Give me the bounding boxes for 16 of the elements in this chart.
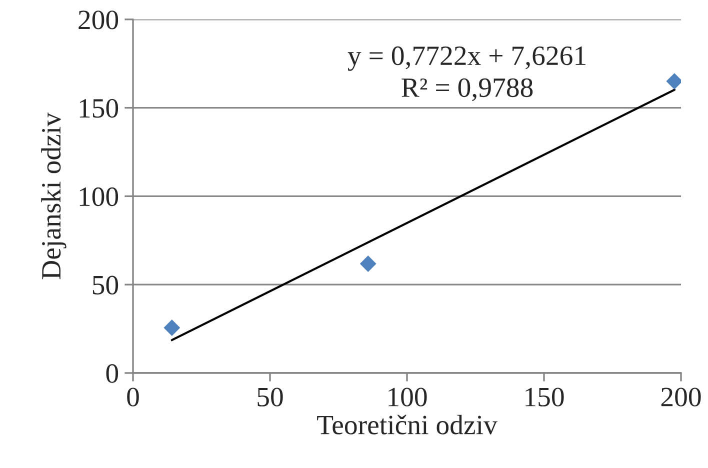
- x-tick-label: 100: [388, 388, 427, 406]
- annotation: y = 0,7722x + 7,6261: [348, 46, 586, 71]
- x-axis-title: Teoretični odziv: [317, 414, 498, 434]
- y-tick-label: 100: [80, 187, 118, 206]
- x-tick-label: 200: [661, 388, 701, 406]
- y-tick-label: 150: [80, 98, 118, 118]
- x-tick-label: 50: [258, 388, 283, 406]
- point: [360, 256, 376, 272]
- x-tick-label: 150: [526, 388, 564, 406]
- y-tick-label: 50: [92, 276, 118, 295]
- annotation: R² = 0,9788: [402, 78, 533, 102]
- y-axis-title: Dejanski odziv: [41, 112, 66, 280]
- x-tick-label: 0: [127, 388, 139, 406]
- y-tick-label: 200: [78, 10, 118, 30]
- point: [164, 320, 180, 336]
- y-tick-label: 0: [106, 364, 118, 383]
